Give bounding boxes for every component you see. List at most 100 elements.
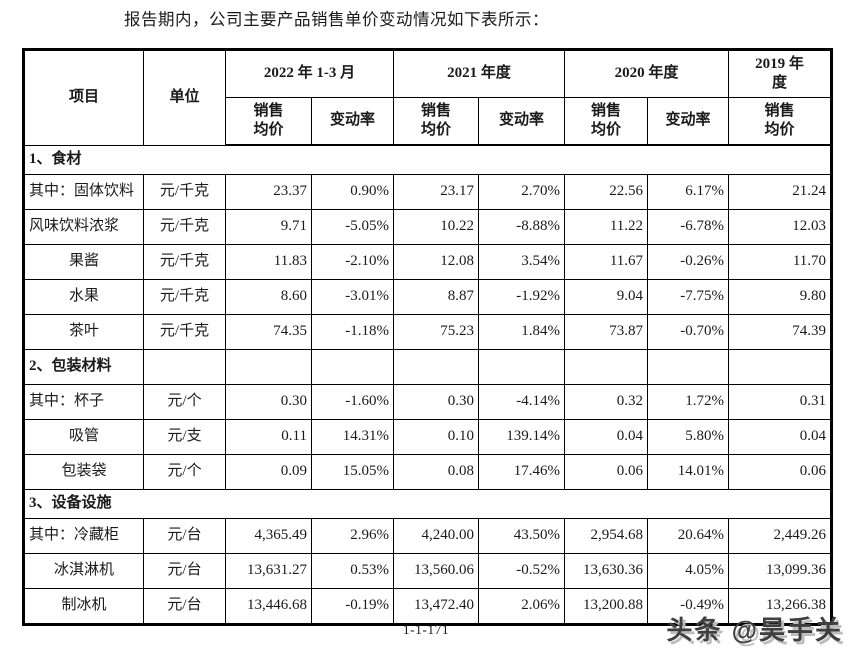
- value-cell: 0.10: [393, 419, 479, 455]
- value-cell: 15.05%: [311, 454, 394, 490]
- empty-cell: [225, 349, 312, 385]
- col-header-avg-price: 销售 均价: [393, 97, 479, 146]
- value-cell: -6.78%: [647, 209, 730, 245]
- value-cell: 74.39: [728, 314, 833, 350]
- value-cell: 0.30: [393, 384, 479, 420]
- header-period-row: 项目 单位 2022 年 1-3 月 2021 年度 2020 年度 2019 …: [23, 49, 833, 146]
- value-cell: 0.04: [564, 419, 649, 455]
- value-cell: 11.83: [225, 244, 312, 280]
- value-cell: 139.14%: [477, 419, 566, 455]
- value-cell: 13,630.36: [564, 553, 649, 589]
- item-cell: 水果: [23, 279, 144, 315]
- value-cell: -0.26%: [647, 244, 730, 280]
- item-cell: 包装袋: [23, 454, 144, 490]
- item-cell: 其中：固体饮料: [23, 174, 144, 210]
- unit-cell: 元/个: [143, 384, 226, 420]
- value-cell: 0.09: [225, 454, 312, 490]
- value-cell: 43.50%: [477, 518, 566, 554]
- value-cell: 10.22: [393, 209, 479, 245]
- value-cell: -8.88%: [477, 209, 566, 245]
- value-cell: 8.60: [225, 279, 312, 315]
- value-cell: 4,365.49: [225, 518, 312, 554]
- value-cell: 2.70%: [477, 174, 566, 210]
- value-cell: 0.53%: [311, 553, 394, 589]
- unit-cell: 元/台: [143, 518, 226, 554]
- section-label: 1、食材: [22, 144, 833, 175]
- item-cell: 风味饮料浓浆: [23, 209, 144, 245]
- empty-cell: [311, 349, 394, 385]
- page-number: 1-1-171: [402, 622, 450, 637]
- item-cell: 制冰机: [23, 588, 144, 625]
- table-row: 其中：固体饮料 元/千克 23.37 0.90% 23.17 2.70% 22.56 6.17…: [23, 174, 833, 210]
- value-cell: 2.96%: [311, 518, 394, 554]
- empty-cell: [728, 349, 833, 385]
- section-label: 2、包装材料: [23, 349, 144, 385]
- value-cell: 12.03: [728, 209, 833, 245]
- value-cell: 13,472.40: [393, 588, 479, 625]
- value-cell: 13,631.27: [225, 553, 312, 589]
- value-cell: 2,954.68: [564, 518, 649, 554]
- empty-cell: [564, 349, 649, 385]
- value-cell: 22.56: [564, 174, 649, 210]
- item-cell: 其中：杯子: [23, 384, 144, 420]
- value-cell: -4.14%: [477, 384, 566, 420]
- unit-cell: 元/千克: [143, 314, 226, 350]
- value-cell: 17.46%: [477, 454, 566, 490]
- unit-cell: 元/千克: [143, 244, 226, 280]
- value-cell: 0.06: [564, 454, 649, 490]
- col-header-period-2019: 2019 年 度: [728, 49, 833, 98]
- value-cell: 6.17%: [647, 174, 730, 210]
- value-cell: 12.08: [393, 244, 479, 280]
- empty-cell: [143, 349, 226, 385]
- value-cell: 0.90%: [311, 174, 394, 210]
- value-cell: 13,200.88: [564, 588, 649, 625]
- col-header-period-2020: 2020 年度: [564, 49, 730, 98]
- value-cell: 13,560.06: [393, 553, 479, 589]
- empty-cell: [647, 349, 730, 385]
- value-cell: -0.70%: [647, 314, 730, 350]
- value-cell: -0.49%: [647, 588, 730, 625]
- item-cell: 茶叶: [23, 314, 144, 350]
- item-cell: 果酱: [23, 244, 144, 280]
- table-row: 其中：冷藏柜 元/台 4,365.49 2.96% 4,240.00 43.50% 2,95…: [23, 518, 833, 554]
- value-cell: 23.17: [393, 174, 479, 210]
- value-cell: 4,240.00: [393, 518, 479, 554]
- value-cell: 73.87: [564, 314, 649, 350]
- col-header-change-rate: 变动率: [477, 97, 566, 146]
- unit-cell: 元/支: [143, 419, 226, 455]
- value-cell: 9.80: [728, 279, 833, 315]
- table-row: 其中：杯子 元/个 0.30 -1.60% 0.30 -4.14% 0.32 1.72% 0.3…: [23, 384, 833, 420]
- watermark-text: 头条 @昊手关: [666, 615, 843, 645]
- value-cell: 0.32: [564, 384, 649, 420]
- value-cell: -1.18%: [311, 314, 394, 350]
- col-header-change-rate: 变动率: [647, 97, 730, 146]
- item-cell: 冰淇淋机: [23, 553, 144, 589]
- value-cell: 5.80%: [647, 419, 730, 455]
- unit-cell: 元/千克: [143, 209, 226, 245]
- value-cell: 11.70: [728, 244, 833, 280]
- col-header-unit: 单位: [143, 49, 226, 146]
- table-row: 水果 元/千克 8.60 -3.01% 8.87 -1.92% 9.04 -7.75% 9.80: [23, 279, 833, 315]
- value-cell: -0.19%: [311, 588, 394, 625]
- value-cell: 0.08: [393, 454, 479, 490]
- value-cell: 14.01%: [647, 454, 730, 490]
- value-cell: -7.75%: [647, 279, 730, 315]
- unit-cell: 元/千克: [143, 279, 226, 315]
- value-cell: 20.64%: [647, 518, 730, 554]
- value-cell: 1.84%: [477, 314, 566, 350]
- value-cell: 11.22: [564, 209, 649, 245]
- value-cell: -3.01%: [311, 279, 394, 315]
- section-row: 1、食材: [22, 144, 833, 175]
- value-cell: 0.11: [225, 419, 312, 455]
- unit-cell: 元/个: [143, 454, 226, 490]
- table-row: 果酱 元/千克 11.83 -2.10% 12.08 3.54% 11.67 -0.26% 11…: [23, 244, 833, 280]
- value-cell: -0.52%: [477, 553, 566, 589]
- value-cell: -5.05%: [311, 209, 394, 245]
- unit-cell: 元/千克: [143, 174, 226, 210]
- value-cell: 9.04: [564, 279, 649, 315]
- table-body: 1、食材 其中：固体饮料 元/千克 23.37 0.90% 23.17 2.70% 22.56…: [22, 144, 833, 625]
- intro-text: 报告期内，公司主要产品销售单价变动情况如下表所示：: [124, 10, 549, 29]
- table-row: 包装袋 元/个 0.09 15.05% 0.08 17.46% 0.06 14.01% 0.06: [23, 454, 833, 490]
- value-cell: 11.67: [564, 244, 649, 280]
- value-cell: 0.04: [728, 419, 833, 455]
